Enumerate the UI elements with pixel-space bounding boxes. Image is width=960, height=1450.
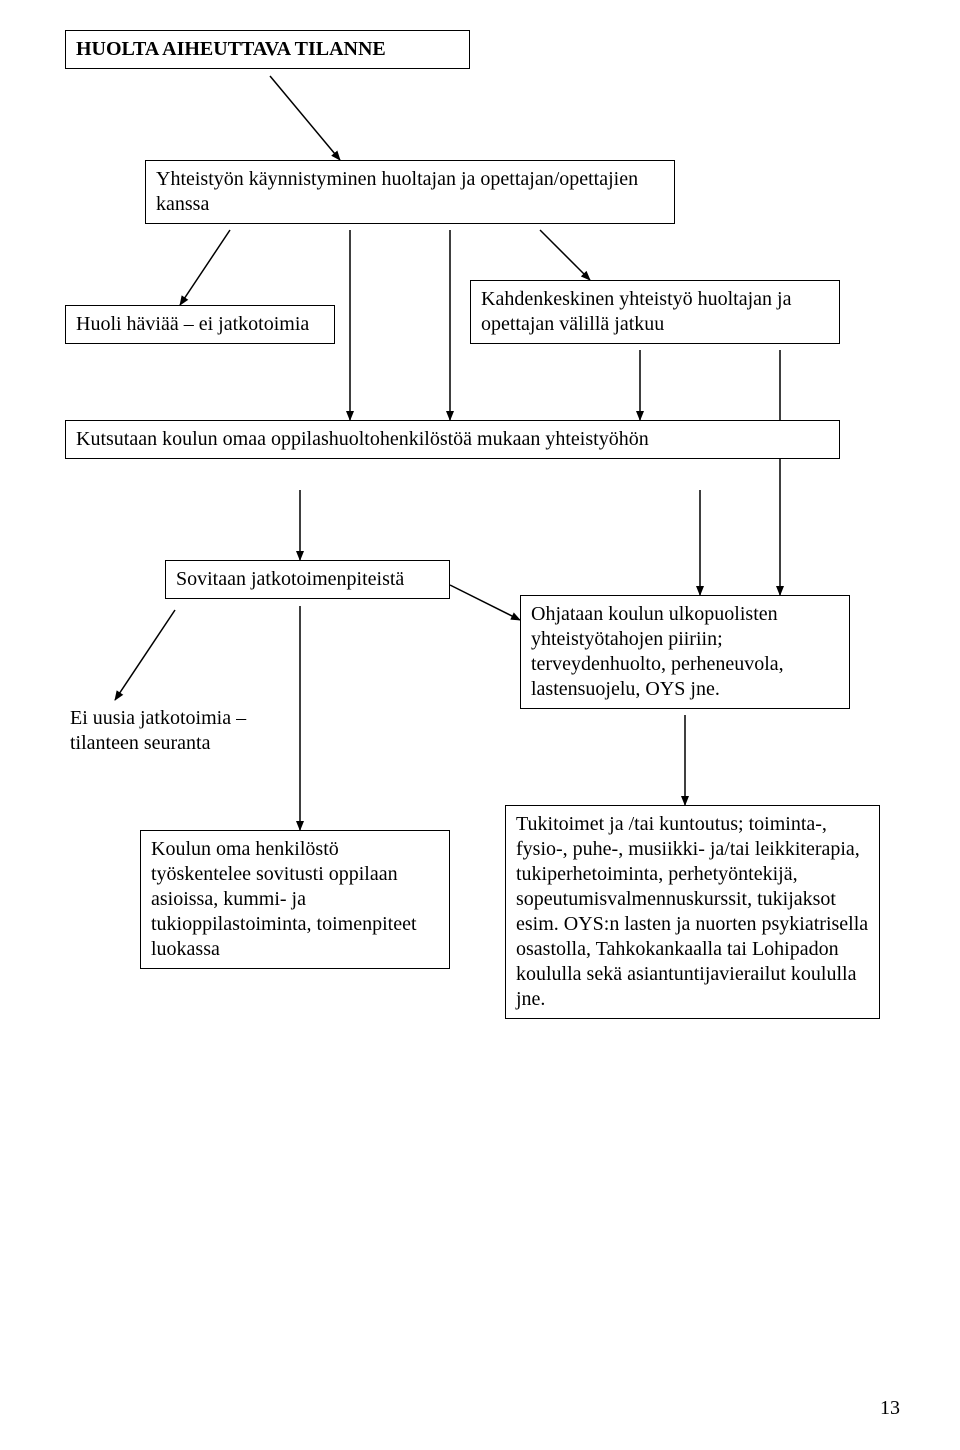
node-external-partners: Ohjataan koulun ulkopuolisten yhteistyöt… (520, 595, 850, 709)
node-school-staff-work: Koulun oma henkilöstö työskentelee sovit… (140, 830, 450, 969)
node-no-new-actions: Ei uusia jatkotoimia – tilanteen seurant… (60, 700, 280, 762)
node-invite-staff: Kutsutaan koulun omaa oppilashuoltohenki… (65, 420, 840, 459)
node-support-measures: Tukitoimet ja /tai kuntoutus; toiminta-,… (505, 805, 880, 1019)
node-title: HUOLTA AIHEUTTAVA TILANNE (65, 30, 470, 69)
node-cooperation-start: Yhteistyön käynnistyminen huoltajan ja o… (145, 160, 675, 224)
node-bilateral-continues: Kahdenkeskinen yhteistyö huoltajan ja op… (470, 280, 840, 344)
flowchart-page: HUOLTA AIHEUTTAVA TILANNE Yhteistyön käy… (0, 0, 960, 1450)
page-number: 13 (880, 1397, 900, 1420)
node-no-concern: Huoli häviää – ei jatkotoimia (65, 305, 335, 344)
node-agree-actions: Sovitaan jatkotoimenpiteistä (165, 560, 450, 599)
